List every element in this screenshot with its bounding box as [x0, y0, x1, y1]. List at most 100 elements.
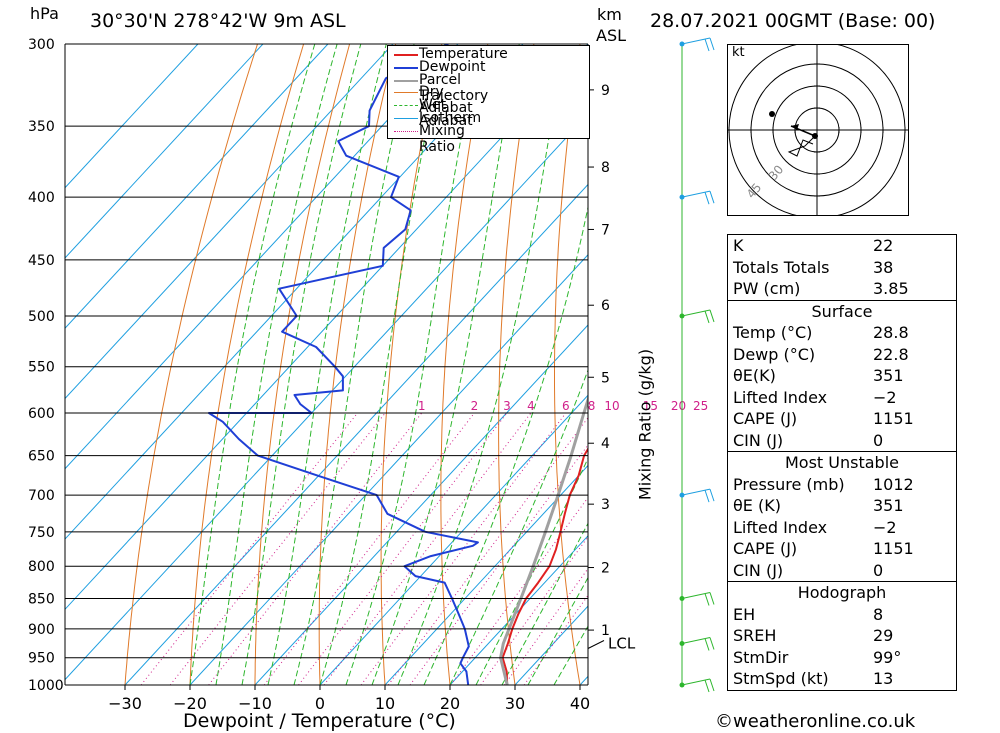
surface-row: Temp (°C) 28.8	[733, 323, 909, 342]
hodograph-row: StmDir 99°	[733, 647, 902, 667]
km-label: km	[597, 5, 622, 24]
hodograph-section-title: Hodograph	[728, 581, 956, 604]
dry-adiabat-line	[498, 44, 535, 685]
mixing-ratio-label: 15	[643, 399, 658, 413]
pressure-tick-label: 850	[28, 591, 55, 607]
pressure-tick-label: 300	[28, 37, 55, 53]
mixing-ratio-label: 25	[693, 399, 708, 413]
legend-label: Temperature	[419, 46, 508, 62]
storm-motion-arrowhead	[791, 124, 799, 130]
legend-swatch	[394, 66, 418, 69]
hodograph-point	[812, 133, 818, 139]
wind-barb	[681, 309, 715, 324]
x-tick-label: −30	[108, 694, 142, 713]
index-row-pw: PW (cm) 3.85	[733, 279, 909, 298]
km-tick-label: 3	[601, 497, 610, 513]
km-tick-label: 2	[601, 561, 610, 577]
pressure-tick-label: 750	[28, 525, 55, 541]
lcl-tick	[587, 640, 605, 649]
wind-barb	[681, 488, 715, 503]
most-unstable-row: Lifted Index −2	[733, 517, 897, 537]
isotherm-line	[319, 394, 588, 685]
isotherm-line	[65, 44, 199, 189]
isotherm-line	[189, 253, 588, 685]
mixing-ratio-label: 20	[671, 399, 686, 413]
isotherm-line	[65, 44, 459, 470]
x-tick-label: 20	[440, 694, 460, 713]
pressure-unit-label: hPa	[30, 4, 59, 23]
most-unstable-row: θE (K) 351	[733, 496, 904, 515]
chart-legend: Temperature Dewpoint Parcel Trajectory Dry …	[387, 45, 590, 155]
wet-adiabat-line	[501, 522, 588, 685]
x-tick-label: −20	[173, 694, 207, 713]
most-unstable-row: Pressure (mb) 1012	[733, 474, 914, 494]
pressure-tick-label: 450	[28, 253, 55, 269]
mixing-ratio-line	[208, 412, 423, 685]
dry-adiabat-line	[995, 44, 1000, 685]
asl-label: ASL	[596, 26, 627, 45]
pressure-tick-label: 800	[28, 559, 55, 575]
mixing-ratio-line	[298, 412, 508, 685]
isotherm-line	[124, 183, 588, 685]
copyright-link[interactable]: ©weatheronline.co.uk	[715, 711, 916, 732]
mixing-ratio-label: 10	[604, 399, 619, 413]
pressure-tick-label: 950	[28, 651, 55, 667]
wet-adiabat-line	[475, 457, 588, 685]
pressure-tick-label: 500	[28, 309, 55, 325]
x-axis-label: Dewpoint / Temperature (°C)	[183, 710, 456, 732]
surface-row: θE(K) 351	[733, 366, 904, 385]
mixing-ratio-label: 8	[588, 399, 596, 413]
dry-adiabat-line	[661, 44, 710, 685]
legend-label: Wet Adiabat	[419, 97, 473, 130]
hodograph-point	[769, 111, 775, 117]
mixing-ratio-label: 6	[562, 399, 570, 413]
isotherm-line	[65, 44, 264, 259]
mixing-ratio-line	[169, 412, 386, 685]
pressure-tick-label: 650	[28, 449, 55, 465]
hodograph-trace	[787, 135, 816, 157]
most-unstable-row: CIN (J) 0	[733, 560, 884, 580]
indices-table: K 22 Totals Totals 38 PW (cm) 3.85 Surface …	[727, 234, 957, 691]
datetime-title: 28.07.2021 00GMT (Base: 00)	[650, 10, 936, 32]
dry-adiabat-line	[554, 44, 581, 685]
index-row-totals: Totals Totals 38	[733, 257, 894, 277]
most-unstable-row: CAPE (J) 1151	[733, 539, 914, 558]
pressure-tick-label: 700	[28, 488, 55, 504]
surface-row: CAPE (J) 1151	[733, 409, 914, 428]
mixing-ratio-axis-label: Mixing Ratio (g/kg)	[635, 348, 655, 501]
pressure-tick-label: 350	[28, 119, 55, 135]
legend-swatch	[394, 79, 418, 82]
legend-label: Mixing Ratio	[419, 122, 465, 155]
pressure-tick-label: 550	[28, 360, 55, 376]
legend-swatch	[394, 92, 418, 94]
x-tick-label: 30	[505, 694, 525, 713]
surface-section-title: Surface	[728, 299, 956, 323]
surface-row: Dewp (°C) 22.8	[733, 344, 909, 364]
isotherm-line	[384, 464, 588, 685]
lcl-label: LCL	[608, 634, 636, 652]
dry-adiabat-line	[189, 44, 305, 685]
temperature-series-line	[501, 446, 588, 685]
legend-label: Parcel Trajectory	[419, 71, 489, 104]
km-tick-label: 8	[601, 160, 610, 176]
wet-adiabat-line	[241, 44, 362, 685]
isotherm-line	[65, 113, 588, 681]
mixing-ratio-label: 2	[471, 399, 479, 413]
legend-swatch	[394, 130, 418, 132]
isotherm-line	[254, 324, 588, 685]
index-row-k: K 22	[733, 236, 894, 255]
legend-label: Dry Adiabat	[419, 84, 473, 117]
wind-barb	[681, 637, 715, 651]
wet-adiabat-line	[527, 576, 588, 685]
legend-label: Dewpoint	[419, 58, 486, 75]
pressure-tick-label: 400	[28, 190, 55, 206]
hodograph-row: SREH 29	[733, 626, 894, 645]
km-tick-label: 7	[601, 222, 610, 238]
x-tick-label: 10	[375, 694, 395, 713]
wet-adiabat-line	[371, 44, 520, 685]
km-tick-label: 5	[601, 370, 610, 386]
hodograph-row: StmSpd (kt) 13	[733, 669, 894, 688]
mixing-ratio-label: 4	[527, 399, 535, 413]
